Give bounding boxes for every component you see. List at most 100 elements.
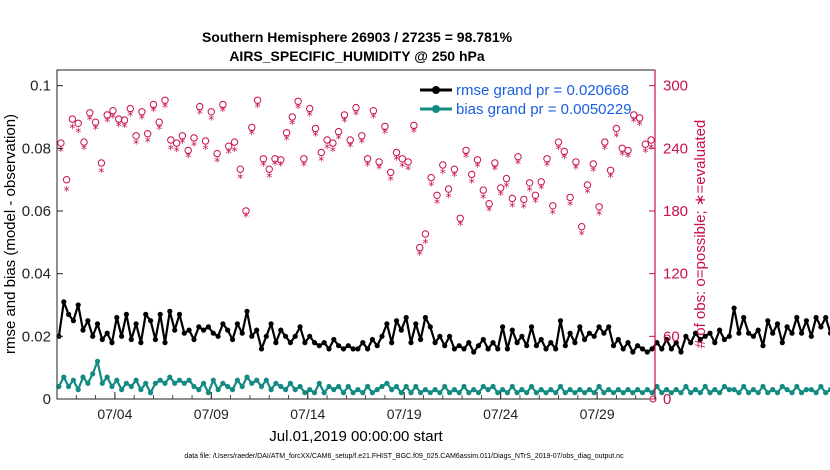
rmse-point [726,333,732,339]
bias-point [186,377,192,383]
rmse-point [803,318,810,324]
bias-point [56,383,62,390]
bias-point [239,383,245,390]
y-axis-label: rmse and bias (model - observation) [2,114,19,354]
rmse-point [283,333,289,339]
evaluated-obs-marker: * [376,162,382,176]
evaluated-obs-marker: * [585,186,591,200]
bias-point [152,380,158,386]
bias-point [577,387,583,393]
evaluated-obs-marker: * [394,153,400,167]
rmse-point [119,333,125,339]
evaluated-obs-marker: * [75,126,81,140]
evaluated-obs-marker: * [307,109,313,123]
evaluated-obs-marker: * [463,151,469,165]
possible-obs-marker [392,148,401,157]
bias-point [258,383,265,390]
bias-point [760,383,766,390]
possible-obs-marker [317,148,325,157]
rmse-point [572,340,578,346]
evaluated-obs-marker: * [226,147,232,161]
possible-obs-marker [306,104,314,113]
possible-obs-marker [398,155,406,163]
bias-point [287,380,293,386]
bias-point [283,387,289,393]
possible-obs-marker [213,149,221,158]
rmse-point [389,340,395,346]
possible-obs-marker [514,153,522,161]
evaluated-obs-marker: * [590,164,596,178]
rmse-point [345,343,351,349]
bottom-axis: 07/04 07/09 07/14 07/19 07/24 07/29 [56,392,656,422]
rmse-point [80,327,86,333]
possible-obs-marker [647,136,655,144]
evaluated-obs-marker: * [625,151,631,165]
bias-point [514,390,520,396]
rmse-point [311,340,318,346]
bias-point [466,390,472,396]
bias-point [336,383,342,390]
possible-obs-marker [491,159,499,167]
bias-point [70,377,76,383]
possible-obs-marker [502,174,511,183]
bias-point [331,387,337,393]
rmse-point [61,299,67,305]
rmse-point [567,330,573,336]
bias-point [90,371,96,377]
bias-point [610,390,617,396]
evaluated-obs-marker: * [266,171,272,185]
rmse-point [485,346,491,352]
possible-obs-marker [508,194,516,203]
rmse-point [664,336,670,343]
chart-title-line1: Southern Hemisphere 26903 / 27235 = 98.7… [202,29,513,45]
bias-point [692,387,699,393]
rmse-point [519,333,525,339]
possible-obs-marker [265,165,273,173]
rmse-point [639,346,646,352]
bias-point [157,377,163,383]
rmse-point [471,349,477,355]
evaluated-obs-marker: * [179,136,185,150]
rmse-point [316,343,322,349]
evaluated-obs-marker: * [313,129,319,143]
bias-point [596,383,602,390]
bias-point [736,390,742,396]
bias-point [591,390,597,396]
evaluated-obs-marker: * [480,191,486,205]
bias-point [548,387,554,393]
rmse-point [596,324,602,330]
possible-obs-marker [635,114,644,122]
evaluated-obs-marker: * [573,162,579,176]
rmse-point [615,336,621,343]
possible-obs-marker [282,129,291,137]
possible-obs-marker [190,134,198,142]
evaluated-obs-marker: * [272,158,278,172]
rmse-point [263,333,269,339]
bias-point [562,390,568,396]
bias-point [750,387,757,393]
rmse-point [408,340,414,346]
rmse-point [384,321,390,327]
possible-obs-marker [201,137,210,145]
evaluated-obs-marker: * [151,105,157,119]
bias-point [528,383,535,390]
possible-obs-marker [334,127,343,136]
possible-obs-marker [462,146,470,155]
possible-obs-marker [444,185,453,193]
rmse-point [466,340,472,346]
possible-obs-marker [537,178,545,186]
rmse-point [770,330,776,336]
bias-point [273,380,279,386]
rmse-point [94,321,101,327]
evaluated-obs-marker: * [139,112,145,126]
rmse-point [138,340,144,346]
evaluated-obs-marker: * [249,128,255,142]
bias-point [297,383,303,390]
bias-point [827,387,830,393]
bias-point [678,390,684,396]
rmse-point [336,343,342,349]
evaluated-obs-marker: * [133,137,139,151]
evaluated-obs-marker: * [451,170,457,184]
bias-point [278,383,284,390]
